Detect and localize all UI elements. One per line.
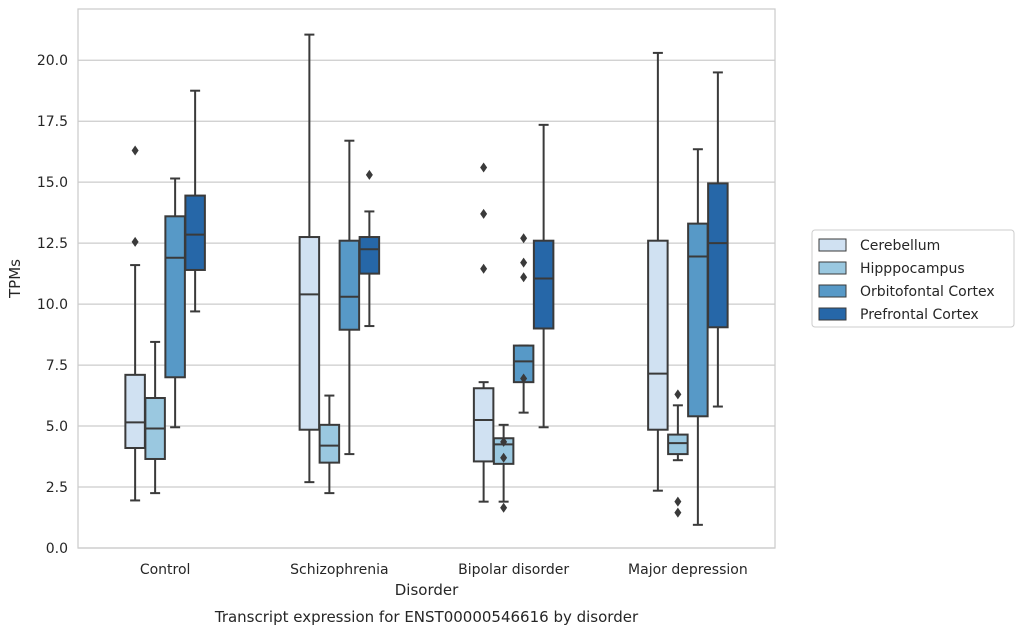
box-cerebellum bbox=[298, 33, 321, 484]
legend-frame bbox=[811, 229, 1015, 328]
x-tick-label: Schizophrenia bbox=[290, 562, 388, 578]
legend-label: Hipppocampus bbox=[860, 261, 965, 277]
outlier-point bbox=[365, 169, 373, 180]
box-prefrontal-cortex bbox=[532, 123, 555, 429]
box-iqr bbox=[707, 182, 729, 329]
box-iqr bbox=[124, 373, 146, 450]
box-cerebellum bbox=[472, 162, 495, 503]
legend-swatch bbox=[818, 238, 847, 252]
y-tick-label: 7.5 bbox=[46, 358, 68, 374]
x-tick-labels: Control Schizophrenia Bipolar disorder Majo… bbox=[140, 562, 748, 578]
y-tick-label: 2.5 bbox=[46, 480, 68, 496]
y-axis-label: TPMs bbox=[6, 259, 24, 299]
x-axis-label: Disorder bbox=[395, 581, 459, 599]
box-orbitofontal-cortex bbox=[512, 233, 535, 414]
outlier-point bbox=[520, 272, 528, 283]
box-hipppocampus bbox=[492, 423, 515, 513]
y-tick-label: 5.0 bbox=[46, 419, 68, 435]
outlier-point bbox=[520, 257, 528, 268]
outlier-point bbox=[131, 236, 139, 247]
box-iqr bbox=[338, 239, 361, 331]
chart-title: Transcript expression for ENST0000054661… bbox=[214, 608, 639, 626]
outlier-point bbox=[674, 496, 682, 507]
y-tick-label: 17.5 bbox=[37, 114, 68, 130]
legend-label: Prefrontal Cortex bbox=[860, 307, 979, 323]
box-iqr bbox=[532, 239, 555, 330]
plot-frame bbox=[77, 8, 776, 549]
legend-label: Cerebellum bbox=[860, 238, 940, 254]
y-tick-label: 12.5 bbox=[37, 236, 68, 252]
outlier-point bbox=[520, 373, 528, 384]
box-iqr bbox=[184, 194, 206, 271]
y-tick-label: 0.0 bbox=[46, 541, 68, 557]
box-prefrontal-cortex bbox=[358, 169, 381, 328]
box-orbitofontal-cortex bbox=[338, 139, 361, 456]
box-iqr bbox=[164, 215, 186, 379]
outlier-point bbox=[520, 233, 528, 244]
y-tick-label: 10.0 bbox=[37, 297, 68, 313]
outlier-point bbox=[674, 507, 682, 518]
box-cerebellum bbox=[647, 51, 669, 492]
x-tick-label: Bipolar disorder bbox=[458, 562, 569, 578]
box-iqr bbox=[667, 433, 689, 456]
legend-swatch bbox=[818, 307, 847, 321]
box-iqr bbox=[472, 387, 495, 463]
box-iqr bbox=[647, 239, 669, 431]
outlier-point bbox=[674, 389, 682, 400]
box-elements bbox=[124, 33, 729, 526]
outlier-point bbox=[500, 436, 508, 447]
box-prefrontal-cortex bbox=[707, 71, 729, 408]
box-hipppocampus bbox=[144, 340, 166, 495]
y-tick-label: 15.0 bbox=[37, 175, 68, 191]
box-prefrontal-cortex bbox=[184, 89, 206, 313]
y-tick-labels: 0.0 2.5 5.0 7.5 10.0 12.5 15.0 17.5 20.0 bbox=[37, 53, 68, 557]
legend: Cerebellum Hipppocampus Orbitofontal Corte… bbox=[811, 229, 1015, 328]
legend-label: Orbitofontal Cortex bbox=[860, 284, 995, 300]
outlier-point bbox=[500, 452, 508, 463]
box-hipppocampus bbox=[667, 389, 689, 518]
box-iqr bbox=[687, 222, 709, 418]
outlier-point bbox=[480, 162, 488, 173]
box-iqr bbox=[358, 236, 381, 275]
box-iqr bbox=[318, 423, 341, 464]
outlier-point bbox=[131, 145, 139, 156]
x-tick-label: Control bbox=[140, 562, 191, 578]
box-iqr bbox=[298, 236, 321, 431]
legend-swatch bbox=[818, 284, 847, 298]
outlier-point bbox=[480, 263, 488, 274]
box-hipppocampus bbox=[318, 394, 341, 495]
x-tick-label: Major depression bbox=[628, 562, 748, 578]
box-cerebellum bbox=[124, 145, 146, 502]
outlier-point bbox=[500, 502, 508, 513]
outlier-point bbox=[480, 208, 488, 219]
y-tick-label: 20.0 bbox=[37, 53, 68, 69]
legend-swatch bbox=[818, 261, 847, 275]
box-orbitofontal-cortex bbox=[164, 177, 186, 429]
box-orbitofontal-cortex bbox=[687, 148, 709, 526]
